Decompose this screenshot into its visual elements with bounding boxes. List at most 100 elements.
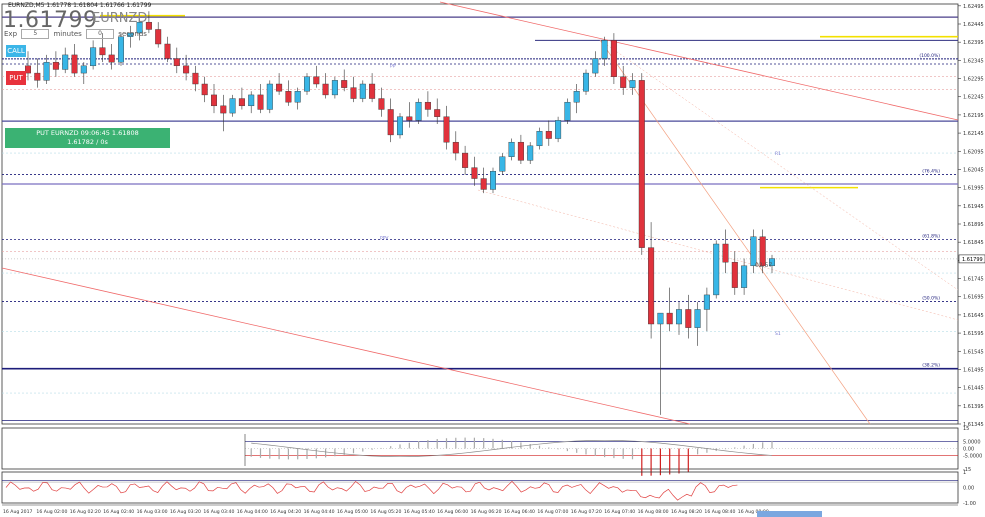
candle-body	[117, 36, 124, 63]
trend-line	[1, 267, 691, 425]
candle-body	[25, 65, 32, 74]
candle-body	[573, 91, 580, 103]
x-tick-label: 16 Aug 06:00	[437, 509, 468, 515]
x-tick-label: 16 Aug 08:00	[638, 509, 669, 515]
y-tick-label: 1.62445	[963, 22, 984, 28]
candle-body	[452, 141, 459, 154]
level-label: PPV	[380, 236, 389, 242]
candle-body	[257, 94, 264, 110]
candle-body	[657, 312, 664, 325]
candle-body	[750, 236, 757, 267]
candle-body	[666, 312, 673, 325]
candle-body	[136, 21, 143, 34]
candle-body	[220, 105, 227, 114]
candle-body	[685, 309, 692, 328]
candle-body	[80, 65, 87, 74]
chart-overlays: (100.0%) (76.4%) (61.8%) (50.0%) (38.2%) PP PP…	[1, 1, 959, 425]
y-tick-label: 1.62095	[963, 149, 984, 155]
x-tick-label: 16 Aug 04:40	[304, 509, 335, 515]
exp-seconds-input[interactable]: 0	[86, 29, 115, 39]
y-tick-label: 1.62045	[963, 167, 984, 173]
call-button[interactable]: CALL	[6, 45, 26, 57]
candle-body	[480, 178, 487, 190]
candle-body	[155, 29, 162, 45]
exp-minutes-input[interactable]: 5	[21, 29, 50, 39]
candle-body	[703, 294, 710, 310]
ind1-tick-label: 0.00	[963, 447, 974, 453]
candle-body	[638, 80, 645, 248]
candle-body	[52, 61, 59, 70]
y-tick-label: 1.62395	[963, 40, 984, 46]
indicator2-frame	[1, 471, 959, 504]
candle-body	[359, 83, 366, 99]
x-tick-label: 16 Aug 07:20	[571, 509, 602, 515]
candle-body	[592, 58, 599, 74]
y-tick-label: 1.62195	[963, 113, 984, 119]
y-tick-label: 1.61895	[963, 222, 984, 228]
candle-body	[741, 265, 748, 288]
x-tick-label: 16 Aug 07:00	[537, 509, 568, 515]
candles	[25, 11, 776, 415]
candle-body	[201, 83, 208, 96]
candle-body	[266, 83, 273, 110]
candle-body	[769, 258, 776, 267]
candle-body	[443, 116, 450, 143]
candle-body	[43, 61, 50, 81]
put-button[interactable]: PUT	[6, 71, 26, 85]
candle-body	[369, 83, 376, 99]
candle-body	[759, 236, 766, 267]
x-tick-label: 16 Aug 02:00	[36, 509, 67, 515]
fib-label: (50.0%)	[922, 295, 940, 301]
y-tick-label: 1.61745	[963, 277, 984, 283]
indicator1-frame	[1, 427, 959, 470]
candle-body	[434, 109, 441, 117]
big-price: 1.61799	[3, 8, 98, 33]
candle-body	[555, 120, 562, 139]
y-tick-label: 1.62145	[963, 131, 984, 137]
current-price-tag	[958, 254, 985, 264]
candle-body	[350, 87, 357, 99]
candle-body	[564, 101, 571, 121]
candle-body	[694, 309, 701, 328]
fib-label: (38.2%)	[922, 363, 940, 369]
candle-body	[713, 243, 720, 296]
candle-body	[173, 58, 180, 67]
candle-body	[462, 152, 469, 168]
trade-notification: PUT EURNZD 09:06:45 1.61808 1.61782 / 0s	[5, 128, 170, 148]
ind2-tick-label: 0.00	[963, 486, 974, 492]
x-tick-label: 16 Aug 05:00	[337, 509, 368, 515]
x-tick-label: 16 Aug 08:40	[704, 509, 735, 515]
candle-timer: 02:57	[755, 262, 773, 269]
candle-body	[127, 32, 134, 37]
candle-body	[648, 247, 655, 325]
y-tick-label: 1.61445	[963, 386, 984, 392]
y-tick-label: 1.61845	[963, 240, 984, 246]
candle-body	[610, 40, 617, 77]
candle-body	[527, 145, 534, 161]
candle-body	[99, 47, 106, 56]
candle-body	[183, 65, 190, 74]
price-axis: 1.62495 1.62445 1.62395 1.62345 1.62295 1.622…	[958, 4, 985, 428]
fib-label: (76.4%)	[922, 169, 940, 175]
y-tick-label: 1.61495	[963, 367, 984, 373]
y-tick-label: 1.61545	[963, 349, 984, 355]
candle-body	[415, 101, 422, 121]
y-tick-label: 1.61995	[963, 186, 984, 192]
candle-body	[406, 116, 413, 121]
candle-body	[517, 141, 524, 161]
candle-body	[71, 54, 78, 74]
candle-body	[331, 80, 338, 96]
y-tick-label: 1.61395	[963, 404, 984, 410]
y-tick-label: 1.62295	[963, 77, 984, 83]
x-tick-label: 16 Aug 03:40	[203, 509, 234, 515]
x-tick-label: 16 Aug 06:40	[504, 509, 535, 515]
fib-label: (100.0%)	[919, 53, 940, 59]
ind1-tick-label: 15	[963, 426, 969, 432]
ind1-tick-label: -15	[963, 467, 971, 473]
candle-body	[508, 141, 515, 157]
level-label: S1	[775, 331, 781, 337]
candle-body	[536, 131, 543, 147]
candle-body	[424, 101, 431, 110]
x-tick-label: 16 Aug 04:00	[237, 509, 268, 515]
